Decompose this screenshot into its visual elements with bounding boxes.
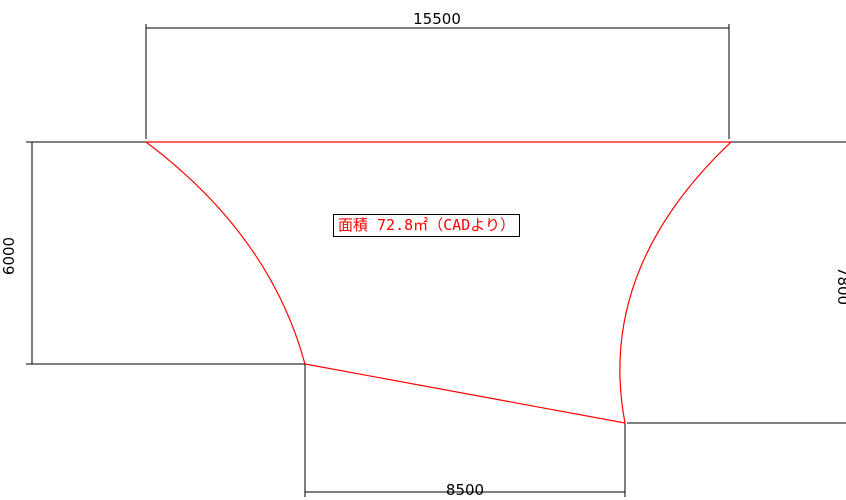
boundary-bottom-edge <box>304 363 626 424</box>
boundary-right-arc <box>619 141 732 424</box>
dimension-bottom <box>304 364 626 497</box>
dimension-left <box>26 141 305 365</box>
boundary-left-arc <box>145 141 306 365</box>
area-boundary <box>145 141 732 424</box>
dimension-right-label: 7800 <box>834 267 846 305</box>
dimension-top-label: 15500 <box>413 10 461 28</box>
dimension-left-label: 6000 <box>0 237 18 275</box>
dimension-bottom-label: 8500 <box>446 481 484 499</box>
dimension-top <box>145 24 730 139</box>
area-label: 面積 72.8㎡（CADより） <box>333 214 520 237</box>
dimension-right <box>627 141 846 424</box>
